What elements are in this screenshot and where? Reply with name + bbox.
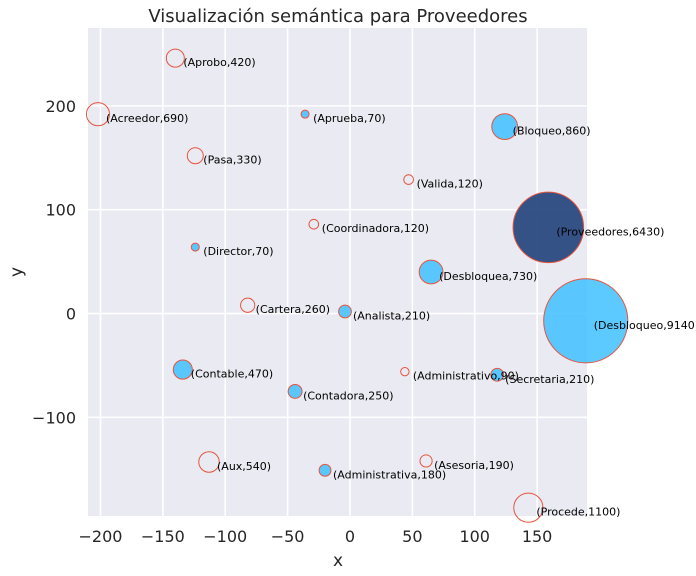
x-tick-label: −200 xyxy=(78,527,122,546)
point-label-aprueba: (Aprueba,70) xyxy=(313,112,386,125)
x-axis-label: x xyxy=(333,551,343,571)
y-tick-labels: −100 0 100 200 xyxy=(32,97,76,427)
point-aux xyxy=(198,451,220,473)
point-label-analista: (Analista,210) xyxy=(353,309,430,322)
point-label-administrativa: (Administrativa,180) xyxy=(333,468,446,481)
point-secretaria xyxy=(490,367,505,382)
point-label-pasa: (Pasa,330) xyxy=(203,154,261,167)
point-label-contadora: (Contadora,250) xyxy=(303,389,394,402)
point-label-cartera: (Cartera,260) xyxy=(256,303,330,316)
grid-lines xyxy=(88,28,587,516)
x-tick-label: −100 xyxy=(203,527,247,546)
x-tick-label: 150 xyxy=(522,527,553,546)
point-director xyxy=(190,242,200,252)
point-contadora xyxy=(287,383,303,399)
point-label-aux: (Aux,540) xyxy=(217,460,271,473)
point-label-desbloqueo: (Desbloqueo,9140) xyxy=(594,319,696,332)
point-label-valida: (Valida,120) xyxy=(417,178,483,191)
point-label-director: (Director,70) xyxy=(203,245,273,258)
point-desbloqueo xyxy=(543,278,629,364)
point-pasa xyxy=(186,147,204,165)
point-asesoria xyxy=(419,454,433,468)
plot-background xyxy=(88,28,587,516)
x-tick-label: 100 xyxy=(459,527,490,546)
point-cartera xyxy=(240,297,256,313)
point-label-secretaria: (Secretaria,210) xyxy=(505,373,594,386)
x-tick-label: 50 xyxy=(402,527,422,546)
y-tick-label: 0 xyxy=(66,305,76,324)
point-bloqueo xyxy=(491,113,519,141)
point-label-coordinadora: (Coordinadora,120) xyxy=(322,222,429,235)
point-label-administrativo: (Administrativo,90) xyxy=(413,370,519,383)
point-coordinadora xyxy=(308,218,320,230)
point-label-desbloquea: (Desbloquea,730) xyxy=(439,270,537,283)
point-procede xyxy=(513,492,544,523)
data-points xyxy=(85,48,629,523)
point-valida xyxy=(403,174,414,185)
point-label-acreedor: (Acreedor,690) xyxy=(106,112,189,125)
x-tick-label: 0 xyxy=(345,527,355,546)
point-administrativa xyxy=(318,463,332,477)
point-contable xyxy=(172,359,193,380)
y-tick-label: −100 xyxy=(32,408,76,427)
x-tick-label: −150 xyxy=(141,527,185,546)
point-labels: (Aprobo,420) (Acreedor,690) (Aprueba,70) (B… xyxy=(106,56,696,519)
point-label-aprobo: (Aprobo,420) xyxy=(183,56,255,69)
point-label-proveedores: (Proveedores,6430) xyxy=(556,225,664,238)
point-aprueba xyxy=(300,109,310,119)
x-tick-labels: −200 −150 −100 −50 0 50 100 150 xyxy=(78,527,552,546)
y-tick-label: 100 xyxy=(45,201,76,220)
point-acreedor xyxy=(85,102,111,127)
point-label-asesoria: (Asesoria,190) xyxy=(434,459,514,472)
point-aprobo xyxy=(165,48,185,68)
y-tick-label: 200 xyxy=(45,97,76,116)
point-proveedores xyxy=(512,191,585,264)
point-analista xyxy=(338,304,352,319)
point-label-bloqueo: (Bloqueo,860) xyxy=(513,125,591,138)
point-label-procede: (Procede,1100) xyxy=(536,506,620,519)
point-administrativo xyxy=(400,367,410,377)
chart-title: Visualización semántica para Proveedores xyxy=(148,6,527,27)
point-label-contable: (Contable,470) xyxy=(191,368,273,381)
y-axis-label: y xyxy=(7,267,27,277)
point-desbloquea xyxy=(418,259,444,285)
x-tick-label: −50 xyxy=(271,527,305,546)
